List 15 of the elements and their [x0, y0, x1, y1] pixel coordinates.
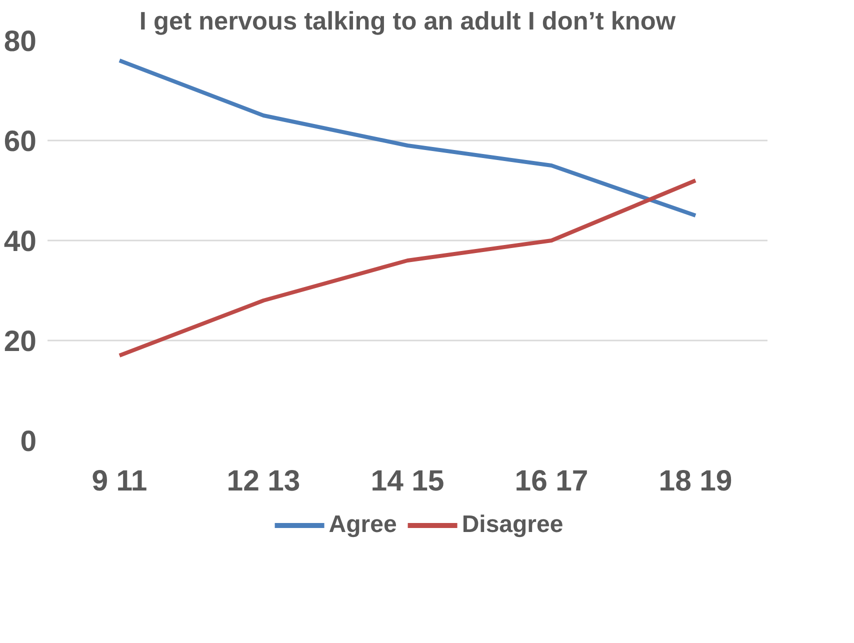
x-tick-label: 12 13 [226, 464, 300, 498]
legend-label: Agree [328, 511, 397, 539]
chart-title: I get nervous talking to an adult I don’t know [139, 8, 676, 36]
x-tick-label: 9 11 [92, 464, 148, 498]
x-tick-label: 14 15 [370, 464, 444, 498]
y-tick-label: 0 [20, 425, 36, 458]
line-series [118, 58, 698, 218]
x-tick-label: 18 19 [658, 464, 732, 498]
y-tick-label: 20 [4, 325, 37, 358]
line-series [118, 178, 698, 358]
legend-label: Disagree [462, 511, 564, 539]
y-tick-label: 80 [4, 25, 37, 58]
y-tick-label: 40 [4, 225, 37, 258]
y-tick-label: 60 [4, 125, 37, 158]
x-tick-label: 16 17 [514, 464, 588, 498]
